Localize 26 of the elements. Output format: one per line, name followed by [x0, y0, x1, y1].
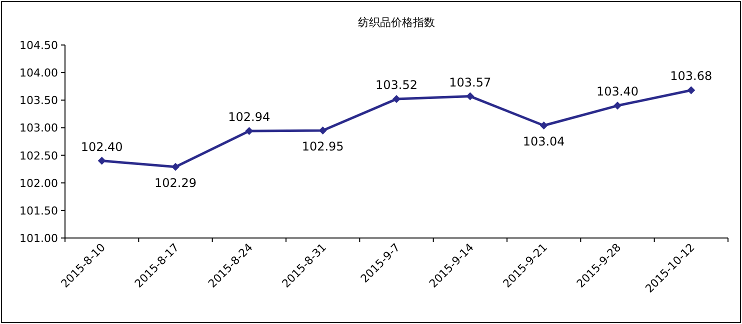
point [466, 92, 474, 100]
y-tick-label: 104.50 [20, 39, 58, 52]
y-tick-label: 101.00 [20, 232, 58, 245]
data-label: 103.52 [376, 78, 418, 92]
y-tick-label: 102.00 [20, 176, 58, 190]
y-tick-label: 103.00 [20, 122, 58, 135]
point [318, 126, 327, 134]
data-label: 103.57 [449, 75, 492, 90]
data-label: 103.04 [522, 134, 565, 149]
data-label: 102.29 [154, 176, 196, 190]
y-tick-label: 102.50 [20, 149, 58, 162]
point [687, 86, 696, 94]
point [172, 162, 180, 171]
data-label: 103.40 [596, 84, 638, 99]
y-tick-label: 101.50 [20, 204, 58, 218]
data-label: 102.94 [228, 110, 270, 124]
point [614, 102, 622, 110]
point [392, 95, 400, 104]
point [98, 156, 106, 165]
chart-title: 纺织品价格指数 [358, 16, 435, 29]
y-tick-label: 103.50 [20, 94, 58, 108]
point [540, 122, 548, 130]
data-label: 103.68 [670, 69, 712, 84]
data-label: 102.95 [302, 139, 344, 154]
data-label: 102.40 [80, 140, 123, 154]
y-tick-label: 104.00 [20, 66, 58, 80]
